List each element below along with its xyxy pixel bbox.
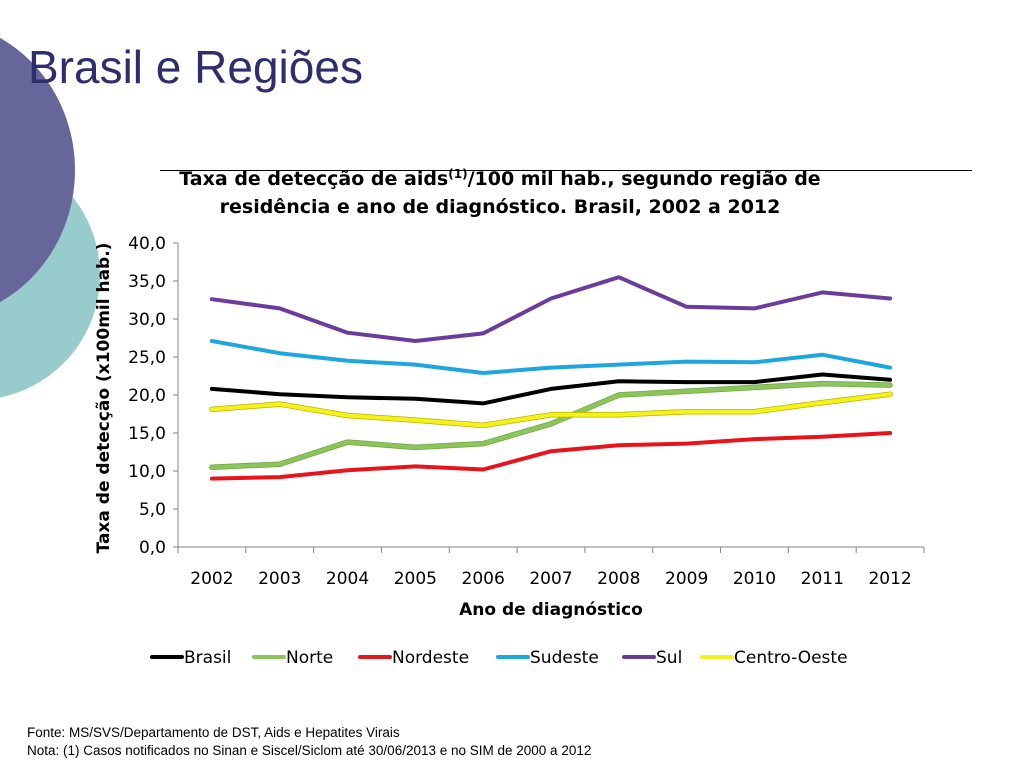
chart-title-line2: residência e ano de diagnóstico. Brasil,… xyxy=(219,196,781,218)
title-divider xyxy=(160,170,972,171)
y-tick-label: 10,0 xyxy=(128,462,166,482)
x-tick-label: 2005 xyxy=(394,569,437,589)
x-tick-label: 2008 xyxy=(597,569,640,589)
series-nordeste xyxy=(209,431,893,481)
x-tick-label: 2006 xyxy=(462,569,505,589)
x-tick-label: 2007 xyxy=(529,569,572,589)
legend-item-brasil: Brasil xyxy=(150,648,231,668)
series-sul xyxy=(209,275,893,343)
chart-series xyxy=(209,275,893,481)
legend-label: Brasil xyxy=(184,648,231,668)
chart-title: Taxa de detecção de aids(1)/100 mil hab.… xyxy=(100,160,900,221)
x-axis-title: Ano de diagnóstico xyxy=(459,600,643,620)
series-sudeste xyxy=(209,339,893,375)
series-norte xyxy=(209,380,893,470)
slide-title: Brasil e Regiões xyxy=(28,41,363,93)
y-tick-label: 20,0 xyxy=(128,386,166,406)
series-line-sul xyxy=(209,275,893,343)
y-tick-label: 0,0 xyxy=(139,538,166,558)
series-line-sudeste xyxy=(209,339,893,375)
legend-item-sul: Sul xyxy=(622,648,682,668)
y-tick-label: 25,0 xyxy=(128,348,166,368)
y-axis-title: Taxa de detecção (x100mil hab.) xyxy=(94,243,114,554)
x-tick-label: 2012 xyxy=(868,569,911,589)
y-tick-label: 5,0 xyxy=(139,500,166,520)
footer-source: Fonte: MS/SVS/Departamento de DST, Aids … xyxy=(27,725,400,740)
x-tick-label: 2011 xyxy=(801,569,844,589)
series-centro-oeste xyxy=(209,391,893,429)
y-tick-label: 35,0 xyxy=(128,272,166,292)
legend-label: Centro-Oeste xyxy=(734,648,848,668)
legend-item-nordeste: Nordeste xyxy=(358,648,469,668)
x-tick-label: 2002 xyxy=(190,569,233,589)
legend-item-norte: Norte xyxy=(252,648,333,668)
series-brasil xyxy=(209,372,893,406)
legend-label: Nordeste xyxy=(392,648,469,668)
y-tick-label: 40,0 xyxy=(128,234,166,254)
y-tick-label: 15,0 xyxy=(128,424,166,444)
x-tick-label: 2010 xyxy=(733,569,776,589)
x-tick-label: 2009 xyxy=(665,569,708,589)
legend-label: Sul xyxy=(656,648,682,668)
legend-label: Norte xyxy=(286,648,333,668)
legend-label: Sudeste xyxy=(530,648,599,668)
legend-item-sudeste: Sudeste xyxy=(496,648,599,668)
legend-item-centro-oeste: Centro-Oeste xyxy=(700,648,848,668)
x-tick-label: 2004 xyxy=(326,569,369,589)
y-tick-label: 30,0 xyxy=(128,310,166,330)
chart-title-footnote-ref: (1) xyxy=(448,167,468,181)
footer-note: Nota: (1) Casos notificados no Sinan e S… xyxy=(27,743,592,758)
chart-title-part2: /100 mil hab., segundo região de xyxy=(467,168,821,190)
chart-legend: Brasil Norte Nordeste Sudeste Sul Centro-Oest… xyxy=(150,648,848,668)
x-tick-label: 2003 xyxy=(258,569,301,589)
chart-axes: 0,0 5,0 10,0 15,0 20,0 25,0 30,0 35,0 40,0 2002 20… xyxy=(128,234,925,589)
chart-title-part1: Taxa de detecção de aids xyxy=(179,168,449,190)
footer-notes: Fonte: MS/SVS/Departamento de DST, Aids … xyxy=(27,724,591,760)
